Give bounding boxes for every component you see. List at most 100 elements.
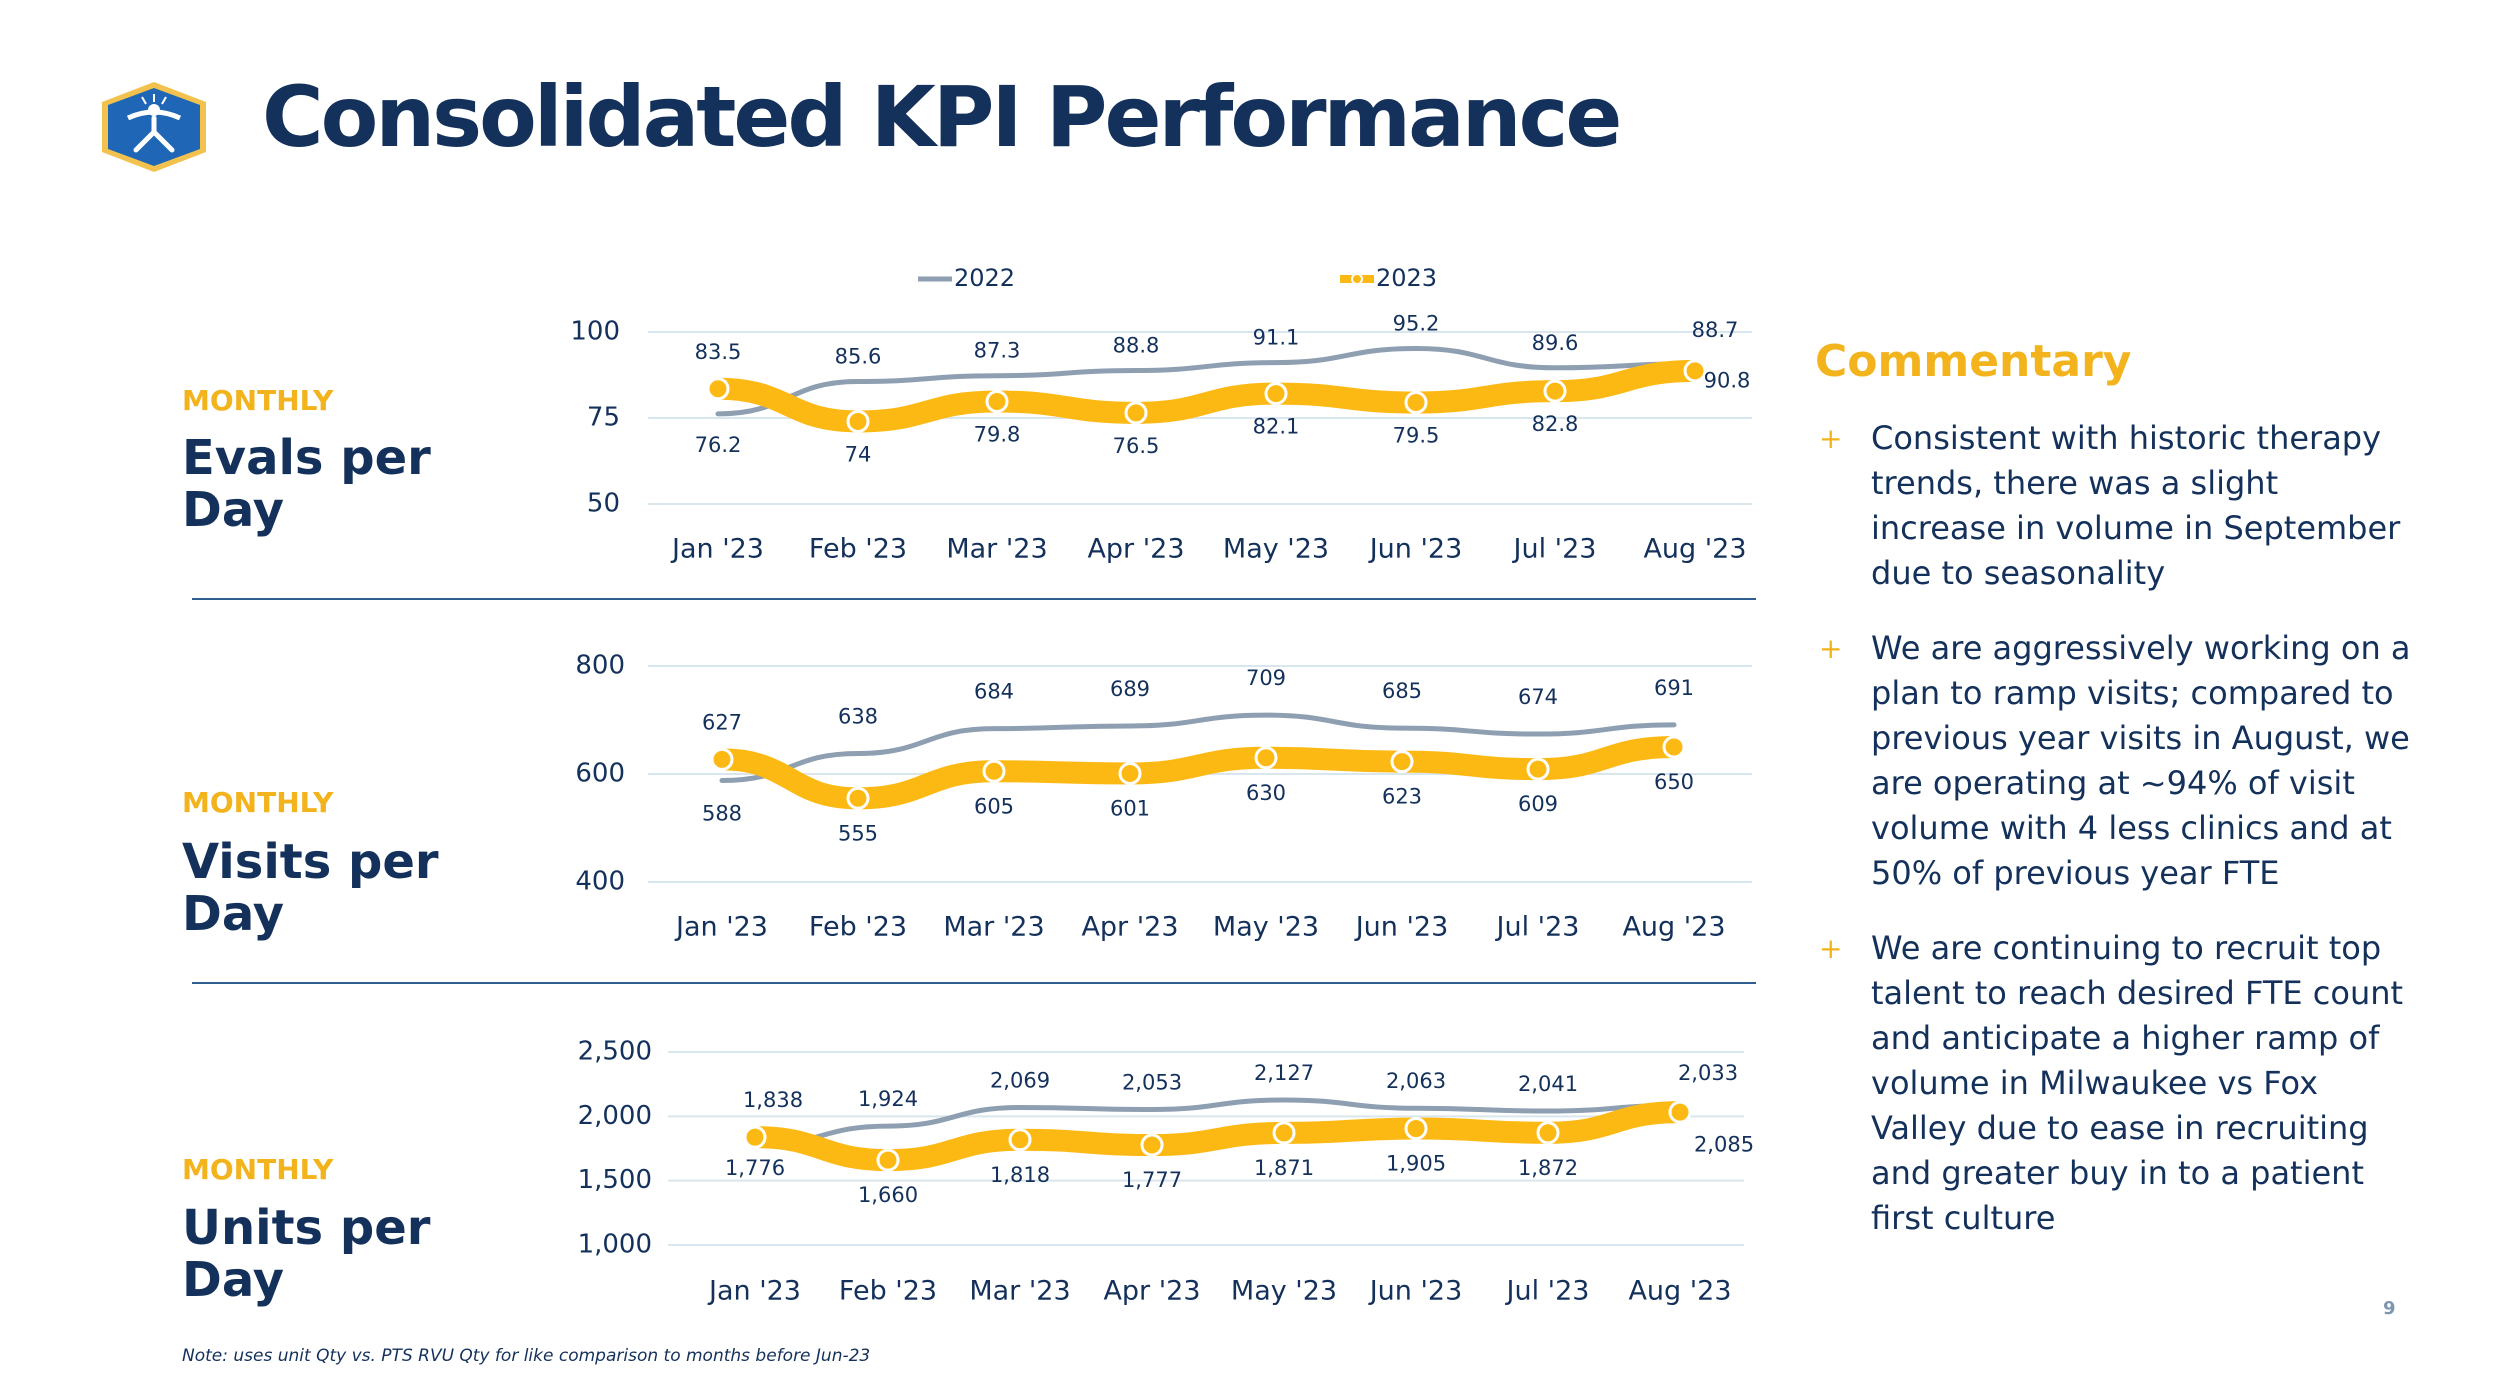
series-2022-data-label: 89.6 <box>1532 331 1579 355</box>
commentary-title: Commentary <box>1815 336 2132 387</box>
commentary-item: + We are continuing to recruit top talent… <box>1815 926 2415 1241</box>
section-name-units: Units per Day <box>182 1200 431 1308</box>
series-2022-data-label: 2,127 <box>1254 1061 1314 1085</box>
y-tick-label: 100 <box>570 317 620 347</box>
series-2022-data-label: 684 <box>974 680 1014 704</box>
x-tick-label: Jul '23 <box>1505 1276 1590 1307</box>
series-2022-line <box>752 1097 1683 1148</box>
legend-2023-label: 2023 <box>1376 264 1438 292</box>
commentary-item: + Consistent with historic therapy trends… <box>1815 416 2415 596</box>
series-2023-data-label: 1,818 <box>990 1163 1050 1187</box>
commentary-item: + We are aggressively working on a plan t… <box>1815 626 2415 896</box>
page-number: 9 <box>2383 1298 2396 1319</box>
series-2023-point <box>846 786 870 810</box>
series-2022-data-label: 2,053 <box>1122 1071 1182 1095</box>
legend-2023-swatch <box>1340 273 1374 285</box>
series-2022-data-label: 91.1 <box>1253 326 1300 350</box>
legend-2022: 2022 <box>918 264 1015 292</box>
series-2022-data-label: 709 <box>1246 666 1286 690</box>
series-2022-data-label: 685 <box>1382 679 1422 703</box>
x-tick-label: Aug '23 <box>1643 534 1746 565</box>
series-2023-point <box>846 409 870 433</box>
series-2023-point <box>1683 359 1707 383</box>
series-2023-point <box>876 1148 900 1172</box>
series-2023-data-label: 88.7 <box>1692 318 1739 342</box>
x-tick-label: Aug '23 <box>1628 1276 1731 1307</box>
series-2023-data-label: 1,777 <box>1122 1168 1182 1192</box>
series-2023-data-label: 650 <box>1654 770 1694 794</box>
section-divider <box>192 598 1756 600</box>
series-2022-line <box>715 346 1698 417</box>
series-2023-point <box>1124 401 1148 425</box>
series-2022-line <box>719 712 1677 783</box>
series-2022-data-label: 90.8 <box>1704 369 1751 393</box>
series-2023-data-label: 82.1 <box>1253 415 1300 439</box>
series-2023-point <box>1543 379 1567 403</box>
x-tick-label: Jan '23 <box>707 1276 801 1307</box>
series-2023-point <box>1390 750 1414 774</box>
plus-icon: + <box>1819 932 1843 965</box>
series-2023-point <box>1662 735 1686 759</box>
series-2023-data-label: 623 <box>1382 785 1422 809</box>
x-tick-label: Apr '23 <box>1081 912 1178 943</box>
series-2022-data-label: 1,924 <box>858 1087 918 1111</box>
plus-icon: + <box>1819 632 1843 665</box>
series-2023-point <box>1272 1121 1296 1145</box>
series-2022-data-label: 2,069 <box>990 1068 1050 1092</box>
series-2023-point <box>1140 1133 1164 1157</box>
x-tick-label: Feb '23 <box>839 1276 937 1307</box>
series-2023-data-label: 1,872 <box>1518 1156 1578 1180</box>
series-2023-point <box>1118 761 1142 785</box>
series-2022-data-label: 87.3 <box>974 339 1021 363</box>
series-2023-point <box>706 377 730 401</box>
series-2023-data-label: 1,871 <box>1254 1156 1314 1180</box>
plus-icon: + <box>1819 422 1843 455</box>
series-2022-data-label: 2,063 <box>1386 1069 1446 1093</box>
x-tick-label: Jul '23 <box>1512 534 1597 565</box>
y-tick-label: 400 <box>575 867 625 897</box>
series-2022-data-label: 76.2 <box>695 433 742 457</box>
section-label-visits: MONTHLY <box>182 786 334 819</box>
series-2022-data-label: 1,776 <box>725 1156 785 1180</box>
section-label-units: MONTHLY <box>182 1153 334 1186</box>
series-2023-data-label: 1,838 <box>743 1088 803 1112</box>
x-tick-label: Mar '23 <box>969 1276 1070 1307</box>
series-2023-data-label: 2,033 <box>1678 1061 1738 1085</box>
series-2023-data-label: 79.8 <box>974 422 1021 446</box>
series-2022-data-label: 2,041 <box>1518 1072 1578 1096</box>
series-2023-line <box>744 1101 1691 1172</box>
y-tick-label: 2,500 <box>578 1037 652 1067</box>
page-title: Consolidated KPI Performance <box>262 68 1622 166</box>
series-2023-data-label: 79.5 <box>1393 424 1440 448</box>
series-2022-data-label: 2,085 <box>1694 1132 1754 1156</box>
y-tick-label: 75 <box>587 403 620 433</box>
series-2022-data-label: 689 <box>1110 677 1150 701</box>
x-tick-label: Apr '23 <box>1103 1276 1200 1307</box>
series-2023-data-label: 82.8 <box>1532 412 1579 436</box>
x-tick-label: May '23 <box>1231 1276 1337 1307</box>
series-2023-data-label: 601 <box>1110 796 1150 820</box>
series-2023-data-label: 1,905 <box>1386 1152 1446 1176</box>
series-2023-point <box>743 1125 767 1149</box>
series-2023-data-label: 627 <box>702 710 742 734</box>
x-tick-label: Jun '23 <box>1368 534 1463 565</box>
section-name-visits: Visits per Day <box>182 834 439 942</box>
series-2023-point <box>1404 1117 1428 1141</box>
company-logo <box>102 82 206 172</box>
section-name-evals: Evals per Day <box>182 430 431 538</box>
series-2023-point <box>1526 757 1550 781</box>
kpi-charts: 100 75 50 Jan '23 Feb '23 Mar '23 Apr '23 May '… <box>570 312 1754 1307</box>
series-2023-point <box>1008 1128 1032 1152</box>
x-tick-label: Feb '23 <box>809 912 907 943</box>
x-tick-label: Jun '23 <box>1354 912 1449 943</box>
series-2023-point <box>1536 1121 1560 1145</box>
series-2023-data-label: 76.5 <box>1113 434 1160 458</box>
footnote: Note: uses unit Qty vs. PTS RVU Qty for … <box>182 1346 871 1366</box>
y-tick-label: 2,000 <box>578 1101 652 1131</box>
x-tick-label: Jan '23 <box>670 534 764 565</box>
y-tick-label: 600 <box>575 759 625 789</box>
series-2023-point <box>1668 1100 1692 1124</box>
series-2022-data-label: 88.8 <box>1113 334 1160 358</box>
series-2023-point <box>1264 382 1288 406</box>
x-tick-label: Jan '23 <box>674 912 768 943</box>
